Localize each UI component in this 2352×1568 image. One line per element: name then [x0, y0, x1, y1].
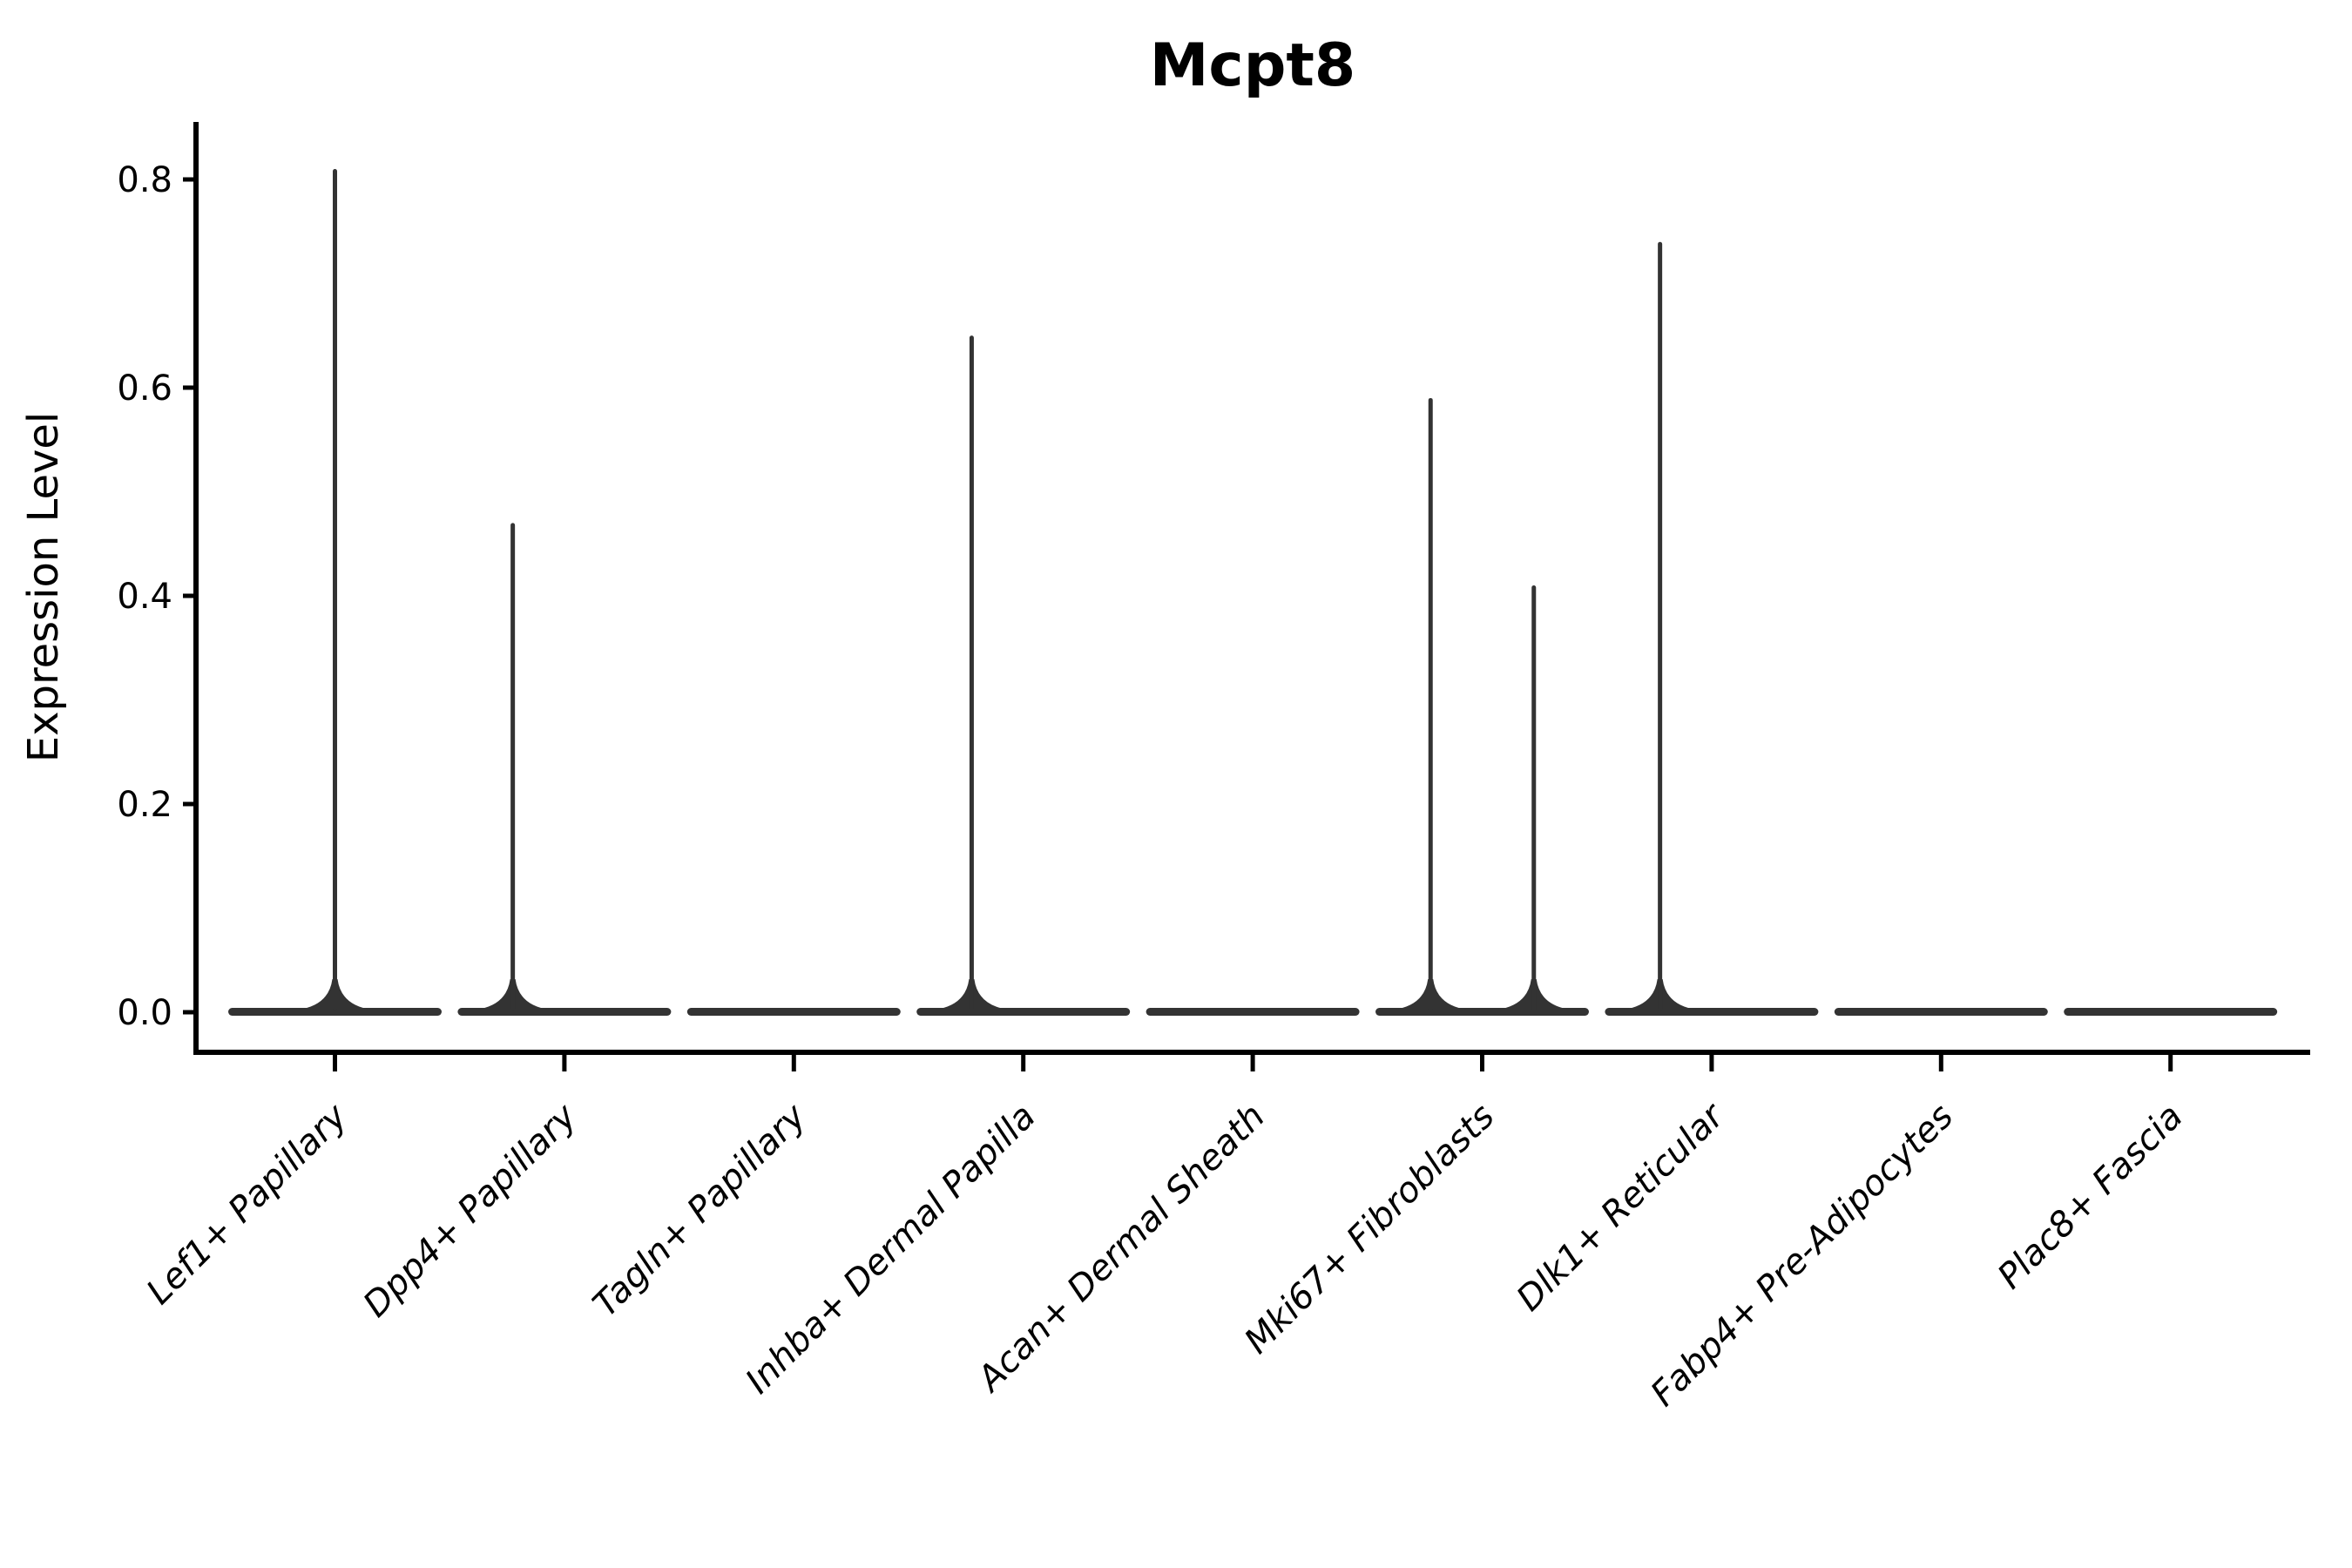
x-tick-label: Plac8+ Fascia [1990, 1097, 2191, 1297]
x-tick-label: Lef1+ Papillary [139, 1096, 356, 1313]
y-tick-label: 0.0 [117, 993, 172, 1033]
x-tick-label: Dpp4+ Papillary [355, 1096, 585, 1325]
x-tick-label: Tagln+ Papillary [585, 1096, 814, 1325]
y-tick-label: 0.4 [117, 577, 172, 617]
y-tick-label: 0.6 [117, 368, 172, 409]
y-tick-label: 0.2 [117, 785, 172, 825]
y-axis-label: Expression Level [19, 412, 68, 763]
axes-spines-group [193, 122, 2310, 1055]
y-axis-ticks-group: 0.0 0.2 0.4 0.6 0.8 [117, 160, 196, 1033]
violin-base [686, 1008, 901, 1016]
violin-base [228, 1008, 442, 1016]
violin-base [2064, 1008, 2278, 1016]
violins-group [228, 169, 2278, 1016]
violin-base [1834, 1008, 2048, 1016]
x-tick-label: Mki67+ Fibroblasts [1237, 1097, 1503, 1362]
x-axis-ticks-group: Lef1+ Papillary Dpp4+ Papillary Tagln+ Pap… [139, 1055, 2191, 1414]
y-tick-label: 0.8 [117, 160, 172, 200]
plot-title: Mcpt8 [1150, 31, 1355, 100]
violin-base [1146, 1008, 1360, 1016]
x-tick-label: Dlk1+ Reticular [1509, 1095, 1733, 1319]
